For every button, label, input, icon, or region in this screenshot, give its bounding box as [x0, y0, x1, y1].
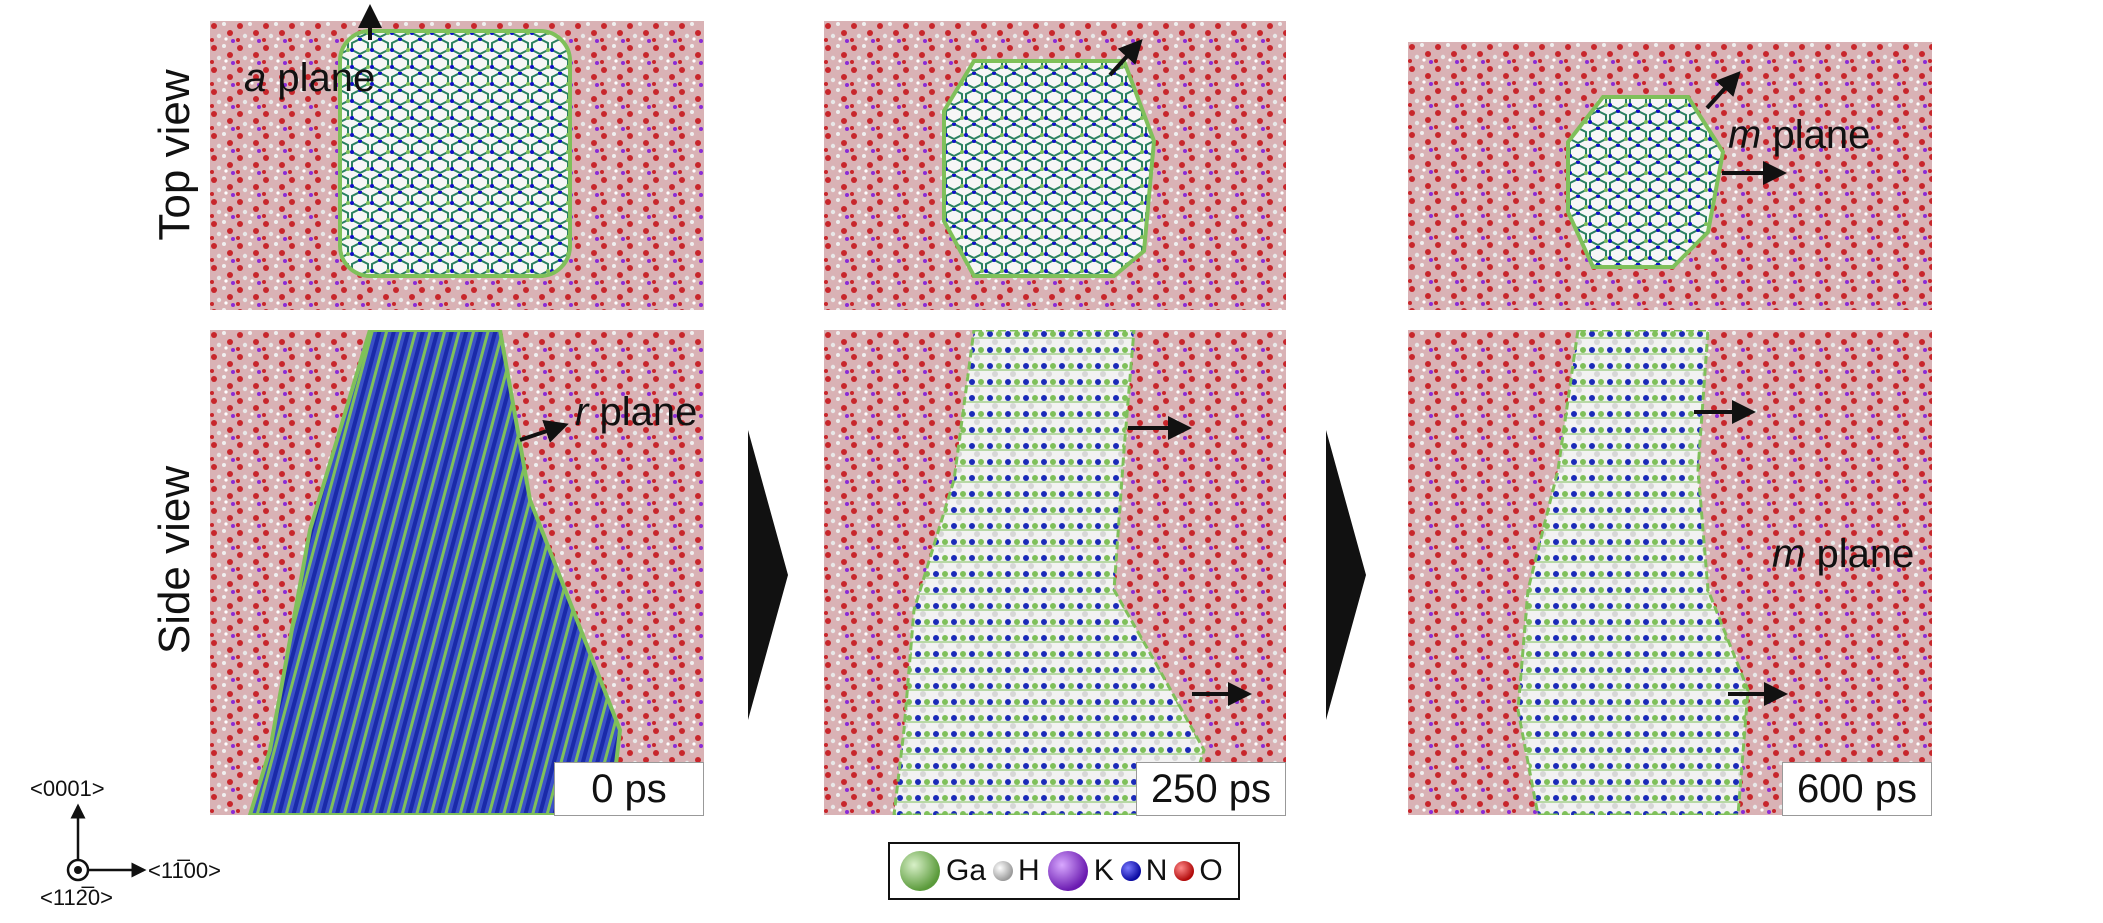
r-plane-italic: r — [575, 390, 589, 434]
a-plane-italic: a — [244, 56, 267, 100]
side-view-panel-0ps — [210, 330, 704, 815]
r-plane-label: r plane — [575, 392, 697, 432]
time-label-600ps: 600 ps — [1782, 762, 1932, 816]
legend-label-h: H — [1018, 854, 1040, 887]
top-view-panel-0ps — [210, 21, 704, 310]
r-plane-rest: plane — [588, 390, 698, 434]
axis-label-right: <11̅00> — [148, 858, 222, 883]
legend-item-h: H — [992, 854, 1040, 888]
h-atom-icon — [993, 861, 1014, 881]
m-plane-side-italic: m — [1772, 532, 1806, 576]
m-plane-side-rest: plane — [1805, 532, 1915, 576]
legend-label-n: N — [1145, 854, 1168, 887]
legend-label-k: K — [1093, 854, 1114, 887]
m-plane-top-italic: m — [1728, 113, 1762, 157]
time-label-250ps: 250 ps — [1136, 762, 1286, 816]
side-view-panel-250ps — [824, 330, 1286, 815]
legend-item-k: K — [1046, 849, 1114, 893]
row-label-side-view: Side view — [150, 465, 199, 655]
axis-label-out: <112̅0> — [40, 885, 114, 910]
progress-arrow-2 — [1326, 430, 1366, 720]
atom-legend: Ga H K N O — [888, 842, 1240, 900]
n-atom-icon — [1120, 861, 1141, 881]
m-plane-top-rest: plane — [1761, 113, 1871, 157]
legend-item-o: O — [1173, 854, 1223, 888]
axis-label-up: <0001> — [30, 776, 105, 801]
crystal-axes-icon — [66, 803, 147, 882]
legend-item-n: N — [1120, 854, 1168, 888]
ga-atom-icon — [900, 851, 940, 891]
legend-label-o: O — [1199, 854, 1223, 887]
progress-arrow-1 — [748, 430, 788, 720]
time-label-0ps: 0 ps — [554, 762, 704, 816]
a-plane-label: a plane — [244, 58, 375, 98]
m-plane-side-label: m plane — [1772, 534, 1914, 574]
legend-item-ga: Ga — [898, 849, 986, 893]
m-plane-top-label: m plane — [1728, 115, 1870, 155]
top-view-panel-250ps — [824, 21, 1286, 310]
legend-label-ga: Ga — [946, 854, 987, 887]
top-view-panel-600ps — [1408, 42, 1932, 310]
side-view-panel-600ps — [1408, 330, 1932, 815]
k-atom-icon — [1047, 851, 1088, 891]
a-plane-rest: plane — [266, 56, 376, 100]
row-label-top-view: Top view — [150, 69, 199, 241]
o-atom-icon — [1174, 861, 1195, 881]
